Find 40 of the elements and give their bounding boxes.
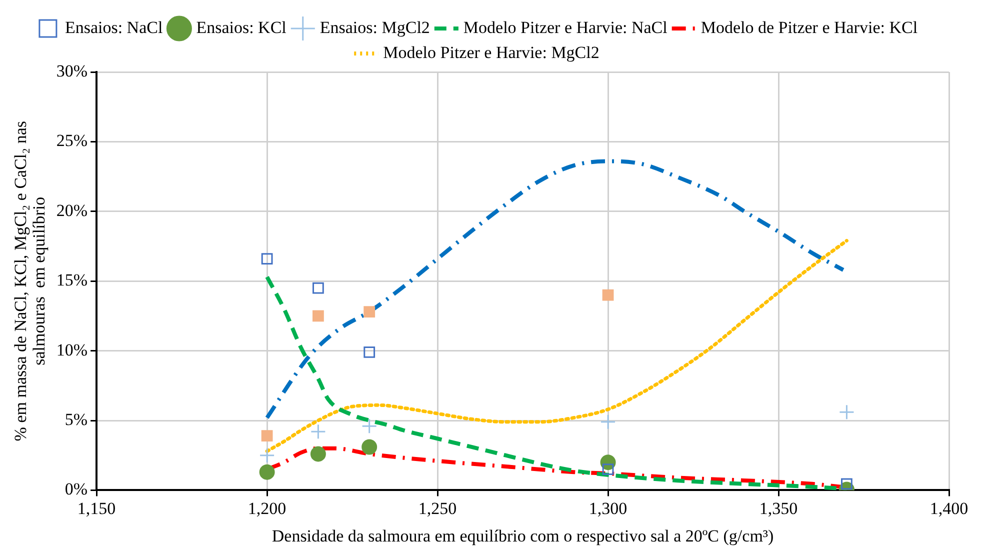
- line-series: [265, 159, 846, 420]
- x-tick-label: 1,300: [588, 498, 628, 518]
- x-tick-label: 1,350: [759, 498, 798, 518]
- x-tick-label: 1,250: [418, 498, 457, 518]
- point: [261, 253, 273, 264]
- y-tick-label: 25%: [56, 131, 88, 150]
- point: [602, 464, 614, 475]
- point: [312, 282, 324, 294]
- legend-label: Ensaios: MgCl2: [320, 18, 430, 37]
- point: [364, 346, 376, 358]
- y-tick-label: 15%: [56, 270, 88, 290]
- point: [310, 424, 326, 440]
- legend-label: Modelo de Pitzer e Harvie: KCl: [700, 18, 918, 37]
- point: [600, 414, 616, 430]
- point: [259, 464, 275, 480]
- point: [362, 439, 378, 455]
- y-axis-title: % em massa de NaCl, KCl, MgCl₂ e CaCl₂ nas salmouras em equilíbrio: [10, 121, 49, 442]
- point: [259, 448, 275, 464]
- y-tick-label: 10%: [56, 340, 88, 360]
- legend-label: Modelo Pitzer e Harvie: MgCl2: [383, 42, 600, 62]
- point: [364, 306, 376, 318]
- legend-label: Modelo Pitzer e Harvie: NaCl: [463, 18, 668, 37]
- line-series: [265, 238, 848, 453]
- point: [841, 478, 852, 490]
- point: [310, 446, 326, 462]
- point: [261, 430, 273, 442]
- point: [312, 310, 324, 322]
- legend-label: Ensaios: KCl: [196, 18, 287, 37]
- y-tick-label: 30%: [56, 61, 88, 80]
- legend-label: Ensaios: NaCl: [64, 18, 163, 37]
- y-tick-label: 5%: [64, 410, 88, 429]
- x-tick-label: 1,400: [930, 498, 968, 518]
- point: [362, 418, 378, 434]
- y-tick-label: 20%: [56, 200, 88, 220]
- point: [602, 289, 614, 301]
- x-axis-title: Densidade da salmoura em equilíbrio com o respectivo sal a 20ºC (g/cm³): [272, 526, 774, 546]
- point: [838, 404, 854, 420]
- x-tick-label: 1,150: [77, 498, 116, 518]
- x-tick-label: 1,200: [248, 498, 286, 518]
- y-tick-label: 0%: [64, 480, 88, 499]
